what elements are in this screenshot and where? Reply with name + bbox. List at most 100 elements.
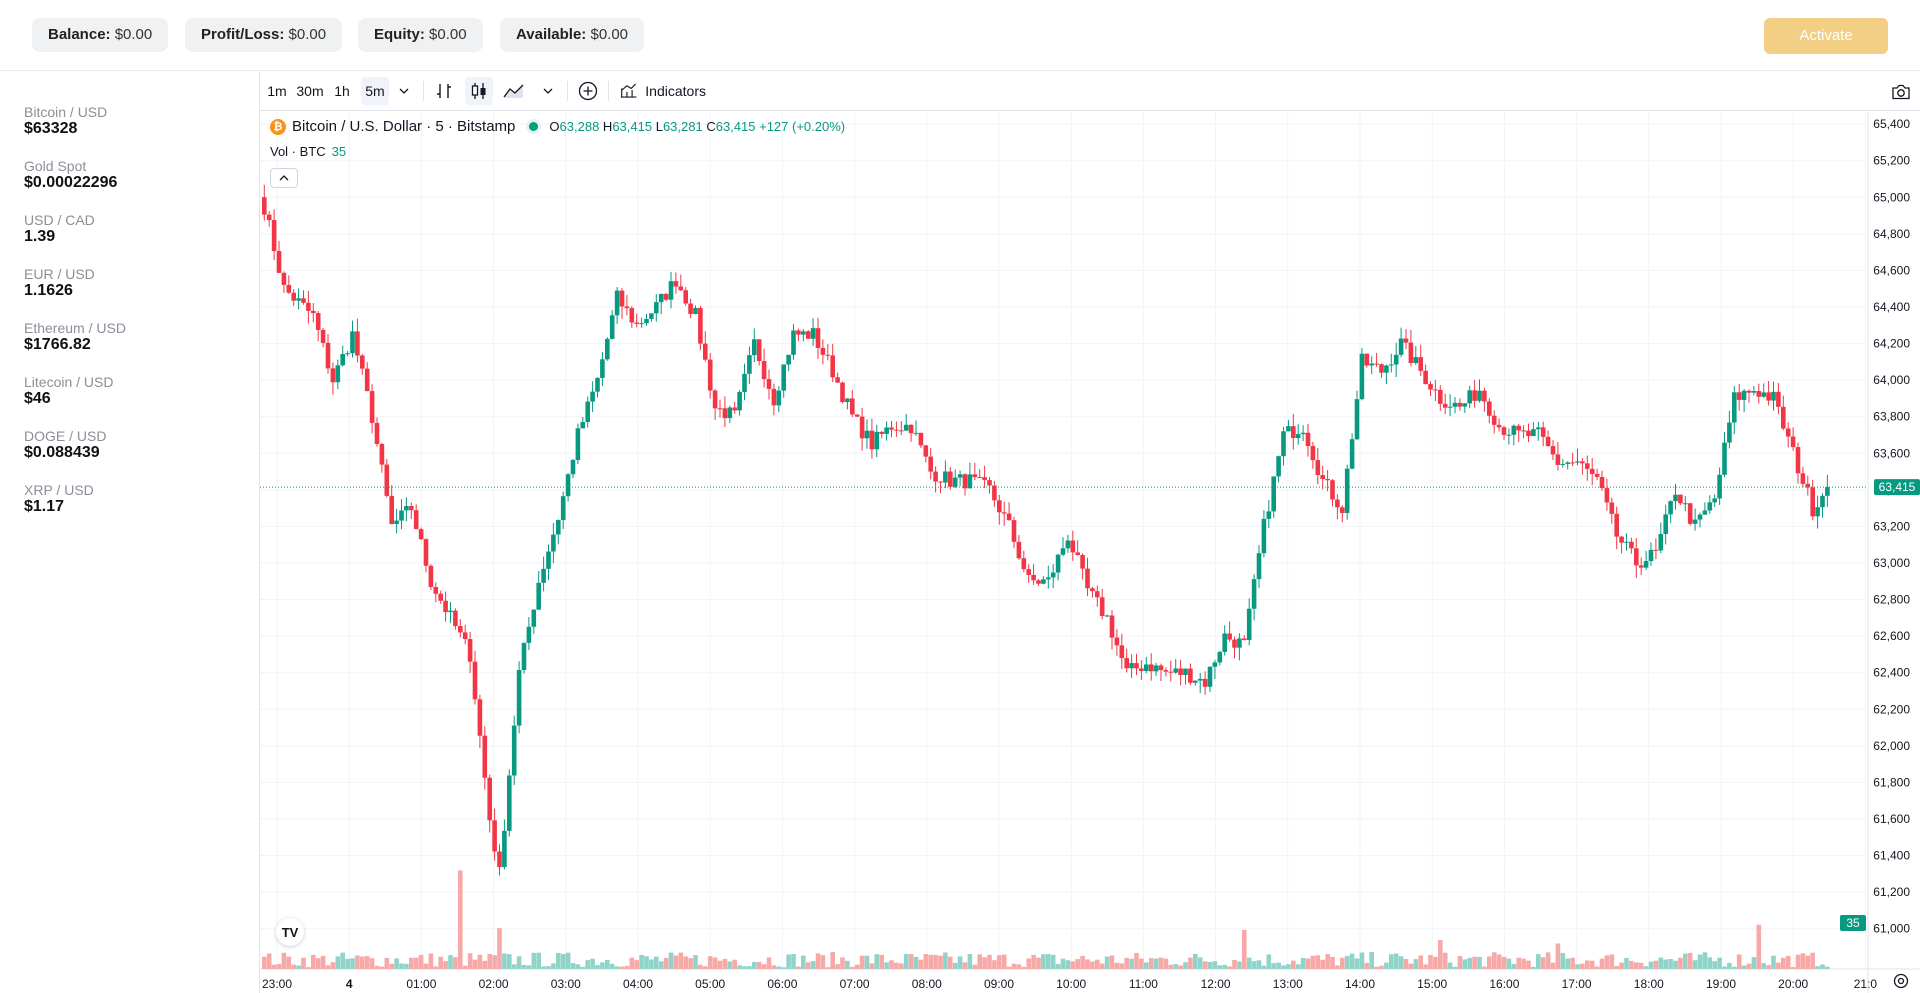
market-price: 1.39 [24,228,56,245]
candle-body [1227,633,1232,640]
candle-body [404,505,409,511]
candles-chart-type-icon[interactable] [465,77,493,105]
candle-body [854,414,860,417]
volume-bar [1291,960,1296,969]
volume-bar [433,966,439,969]
volume-bar [1663,959,1668,969]
candle-body [1540,427,1546,437]
area-chart-type-icon[interactable] [500,77,528,105]
candle-body [1031,574,1036,581]
candle-body [1158,665,1164,671]
interval-30m-button[interactable]: 30m [296,83,324,99]
candle-body [1001,512,1007,514]
volume-bar [1516,957,1521,969]
volume-bar [1325,954,1330,969]
compare-add-icon[interactable] [574,77,602,105]
volume-bar [1727,962,1732,969]
market-item-ethereum[interactable]: Ethereum / USD $1766.82 [24,320,244,354]
interval-1h-button[interactable]: 1h [334,83,350,99]
volume-bar [629,957,635,969]
volume-bar [1697,954,1703,969]
chart-type-chevron-icon[interactable] [534,77,562,105]
candle-body [923,445,929,457]
candle-body [747,355,752,374]
candle-body [1609,502,1615,514]
toolbar-divider [423,81,424,101]
x-tick-label: 07:00 [840,977,870,991]
volume-bar [1173,964,1178,969]
candle-body [820,347,826,355]
candle-body [1119,645,1125,659]
volume-bar [1369,952,1374,969]
market-item-litecoin[interactable]: Litecoin / USD $46 [24,374,244,408]
volume-bar [908,953,914,969]
candle-body [1619,536,1624,543]
volume-bar [1736,954,1742,969]
market-item-usdcad[interactable]: USD / CAD 1.39 [24,212,244,246]
x-tick-label: 05:00 [695,977,725,991]
candle-body [1683,503,1688,505]
volume-bar [899,963,904,969]
volume-bar [761,964,767,969]
market-item-eurusd[interactable]: EUR / USD 1.1626 [24,266,244,300]
volume-bar [683,956,688,969]
volume-bar [722,958,728,969]
collapse-legend-button[interactable] [270,168,298,188]
indicators-button[interactable]: Indicators [616,77,706,105]
market-item-bitcoin[interactable]: Bitcoin / USD $63328 [24,104,244,138]
volume-bar [1212,961,1218,969]
candle-body [1036,580,1041,584]
candle-body [1271,476,1276,512]
candle-body [840,382,845,403]
y-tick-label: 61,000 [1873,922,1910,936]
volume-bar [1276,962,1281,969]
volume-bar [987,954,992,969]
x-tick-label: 14:00 [1345,977,1375,991]
interval-dropdown-chevron-icon[interactable] [390,77,418,105]
candle-body [492,820,497,852]
volume-bar [1413,959,1419,969]
candle-body [1021,558,1027,570]
candle-body [262,197,267,215]
volume-bar [1344,956,1350,969]
candlestick-chart[interactable]: 65,400 65,200 65,000 64,800 64,600 64,400 64,2… [260,112,1920,993]
camera-icon[interactable] [1889,80,1913,104]
candle-body [1246,608,1252,640]
volume-bar [634,960,639,969]
volume-bar [1751,957,1757,969]
interval-1m-button[interactable]: 1m [267,83,287,99]
low-label: L [655,119,663,134]
market-item-xrp[interactable]: XRP / USD $1.17 [24,482,244,516]
balance-value: $0.00 [114,26,153,43]
volume-bar [1418,955,1423,969]
candle-body [531,609,537,627]
candle-body [933,471,938,482]
tradingview-logo-icon[interactable]: TV [276,918,304,946]
volume-bar [580,966,586,969]
volume-bar [364,956,370,969]
candle-body [1418,357,1423,371]
gear-icon[interactable] [1892,972,1910,990]
volume-bar [1668,958,1673,969]
market-price: $0.00022296 [24,174,118,191]
candle-body [756,339,762,361]
candle-body [1815,507,1820,517]
interval-5m-button[interactable]: 5m [361,77,389,105]
volume-bar [1305,958,1311,969]
candle-body [1452,402,1458,407]
candle-body [286,284,292,293]
candle-body [1727,422,1732,443]
candle-body [1408,342,1414,364]
candle-body [654,302,659,314]
candle-body [330,368,336,383]
volume-bar [404,963,409,969]
symbol-title[interactable]: Bitcoin / U.S. Dollar · 5 · Bitstamp [292,118,516,135]
x-tick-label: 09:00 [984,977,1014,991]
candle-body [1188,668,1193,683]
candle-body [1526,430,1531,437]
candle-body [1384,365,1389,373]
activate-button[interactable]: Activate [1764,18,1888,54]
bar-chart-type-icon[interactable] [430,77,458,105]
market-item-doge[interactable]: DOGE / USD $0.088439 [24,428,244,462]
market-item-gold[interactable]: Gold Spot $0.00022296 [24,158,244,192]
